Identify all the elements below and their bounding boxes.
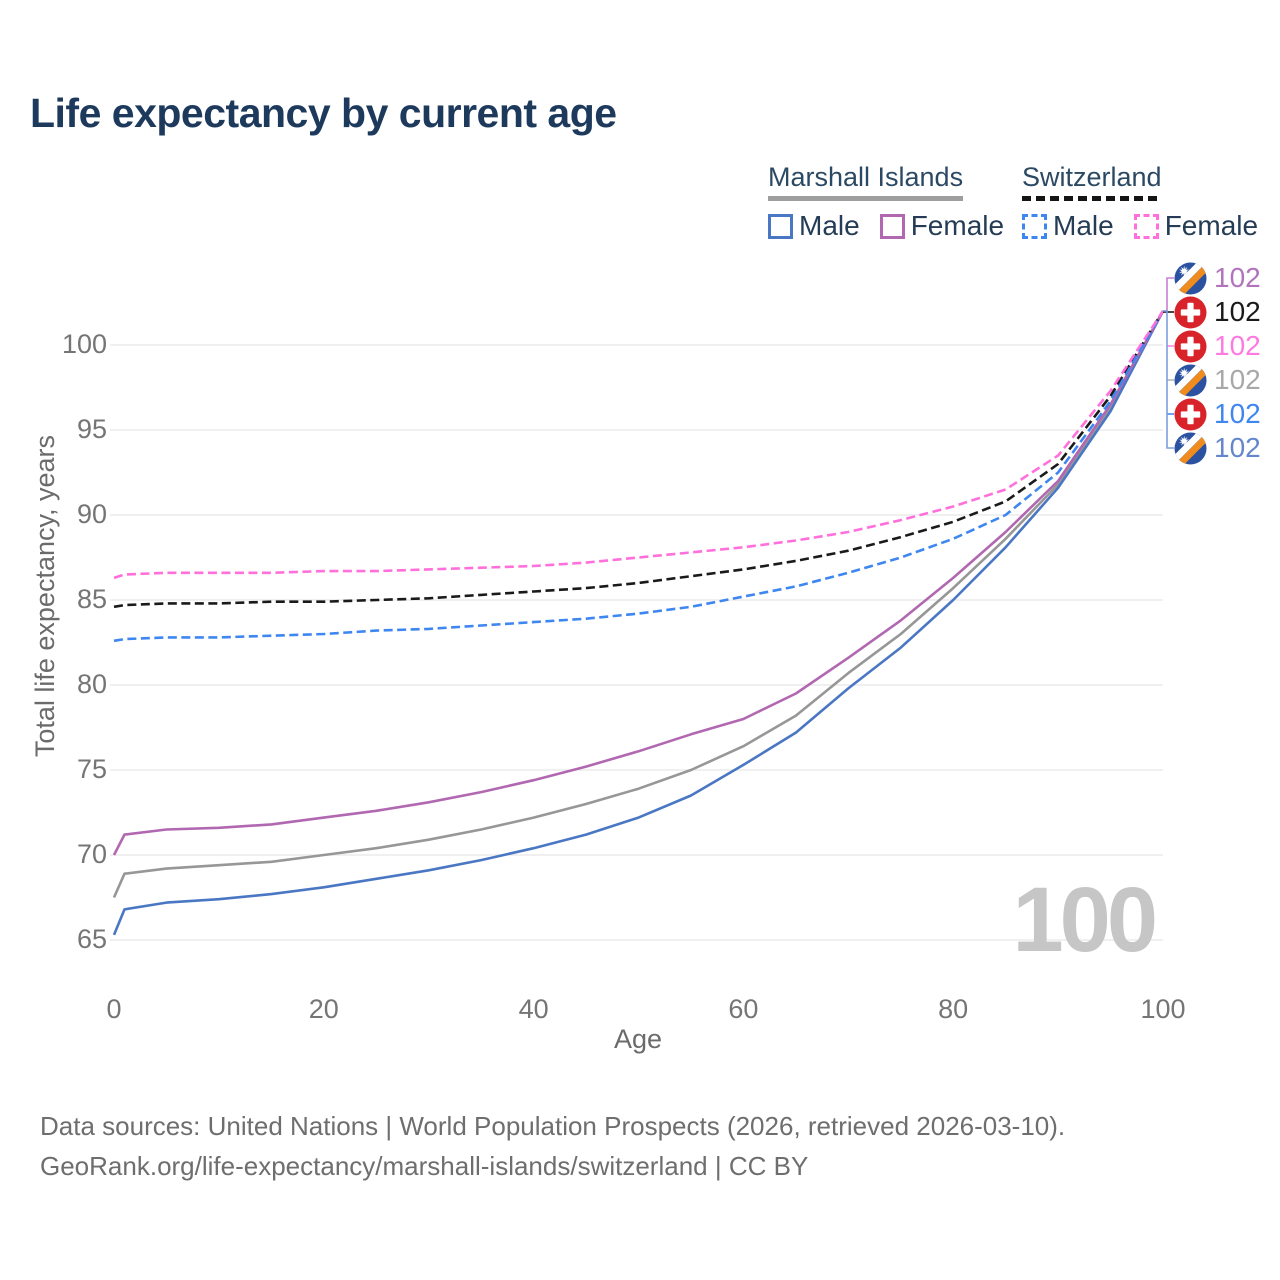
y-tick-label: 100	[61, 329, 107, 359]
marshall-islands-flag-icon	[1174, 261, 1207, 295]
legend-item-label: Male	[1053, 210, 1114, 241]
x-tick-label: 40	[518, 994, 549, 1024]
y-tick-label: 75	[76, 754, 107, 784]
legend-swatch-icon	[1133, 213, 1159, 239]
legend-item-marshall-islands-male[interactable]: Male	[768, 210, 860, 242]
legend-item-switzerland-male[interactable]: Male	[1022, 210, 1114, 242]
x-tick-label: 100	[1140, 994, 1186, 1024]
end-label-connector	[1163, 310, 1174, 449]
x-tick-label: 60	[728, 994, 759, 1024]
end-label-switzerland-male: 102	[1174, 397, 1261, 431]
legend-country-linestyle-dashed	[1022, 196, 1162, 201]
x-axis-title: Age	[613, 1024, 663, 1054]
footer-data-sources: Data sources: United Nations | World Pop…	[40, 1111, 1066, 1141]
y-tick-label: 80	[76, 669, 107, 699]
y-axis-ticks: 65 70 75 80 85 90 95 100	[0, 0, 107, 1280]
switzerland-flag-icon	[1174, 329, 1207, 363]
end-label-value: 102	[1214, 262, 1261, 293]
legend-item-label: Female	[910, 210, 1005, 241]
series-line-switzerland-male[interactable]	[113, 310, 1165, 643]
y-tick-label: 85	[76, 584, 107, 614]
series-line-marshall-islands-female[interactable]	[112, 310, 1165, 856]
legend-country-label[interactable]: Switzerland	[1022, 162, 1162, 192]
marshall-islands-flag-icon	[1174, 363, 1207, 397]
marshall-islands-flag-icon	[1174, 431, 1207, 465]
x-tick-label: 0	[106, 994, 122, 1024]
end-label-value: 102	[1214, 398, 1261, 429]
y-tick-label: 70	[76, 839, 107, 869]
legend-group-switzerland: Switzerland Male Female	[1022, 162, 1258, 242]
page-title: Life expectancy by current age	[30, 90, 617, 136]
legend-item-switzerland-female[interactable]: Female	[1133, 210, 1259, 242]
legend-item-label: Male	[799, 210, 860, 241]
legend-item-label: Female	[1164, 210, 1259, 241]
footer-attribution: GeoRank.org/life-expectancy/marshall-isl…	[40, 1151, 809, 1181]
switzerland-flag-icon	[1174, 295, 1207, 329]
series-line-switzerland-both-sexes[interactable]	[113, 310, 1165, 609]
end-label-marshall-islands-female: 102	[1174, 261, 1261, 295]
legend-swatch-icon	[1022, 213, 1047, 239]
end-label-value: 102	[1214, 330, 1261, 361]
x-tick-label: 80	[938, 994, 969, 1024]
legend-country-linestyle-solid	[768, 196, 964, 201]
legend-swatch-icon	[768, 213, 793, 239]
y-tick-label: 90	[76, 499, 107, 529]
end-label-value: 102	[1214, 296, 1261, 327]
x-tick-label: 20	[308, 994, 339, 1024]
y-tick-label: 65	[76, 924, 107, 954]
end-label-switzerland-both-sexes: 102	[1174, 295, 1261, 329]
legend-country-label[interactable]: Marshall Islands	[768, 162, 964, 192]
series-line-marshall-islands-both-sexes[interactable]	[112, 310, 1165, 899]
legend-group-marshall-islands: Marshall Islands Male Female	[768, 162, 1004, 242]
footer: Data sources: United Nations | World Pop…	[40, 1106, 1065, 1186]
series-line-marshall-islands-male[interactable]	[112, 310, 1165, 936]
switzerland-flag-icon	[1174, 397, 1207, 431]
series-line-switzerland-female[interactable]	[113, 310, 1165, 580]
end-label-marshall-islands-both-sexes: 102	[1174, 363, 1261, 397]
legend-swatch-icon	[879, 213, 905, 239]
end-label-connector	[1163, 277, 1174, 312]
age-watermark: 100	[1012, 869, 1158, 971]
end-label-value: 102	[1214, 364, 1261, 395]
end-label-switzerland-female: 102	[1174, 329, 1261, 363]
end-label-marshall-islands-male: 102	[1174, 431, 1261, 465]
y-axis-title: Total life expectancy, years	[30, 435, 60, 758]
legend-item-marshall-islands-female[interactable]: Female	[879, 210, 1005, 242]
end-label-value: 102	[1214, 432, 1261, 463]
y-tick-label: 95	[76, 414, 107, 444]
